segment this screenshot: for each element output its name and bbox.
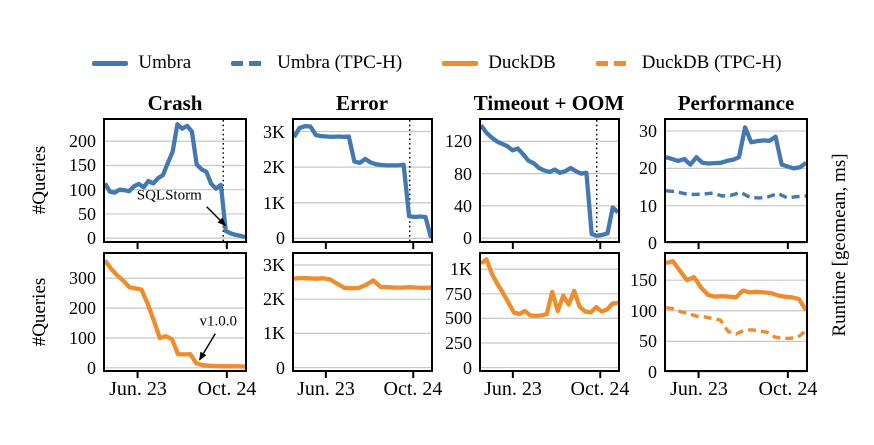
column-title-error: Error xyxy=(335,91,389,115)
plot-duckdb-performance xyxy=(664,252,808,378)
series-line-umbra xyxy=(665,125,808,171)
y-tick-label: 150 xyxy=(69,155,96,176)
y-tick-label: 1K xyxy=(263,323,285,344)
y-axis-label-runtime: Runtime [geomean, ms] xyxy=(829,153,850,337)
y-tick-label: 300 xyxy=(69,268,96,289)
legend-label-umbra: Umbra xyxy=(138,52,192,73)
series-line-umbra xyxy=(103,122,246,240)
y-tick-label: 20 xyxy=(639,158,657,179)
y-axis-umbra-crash: 0 50 100 150 200 xyxy=(53,118,98,248)
y-tick-label: 100 xyxy=(69,327,96,348)
column-title-timeout-oom: Timeout + OOM xyxy=(473,91,625,115)
legend-item-umbra: Umbra xyxy=(92,52,191,74)
legend-line-sample-duckdb-tpch xyxy=(595,60,632,66)
y-tick-label: 250 xyxy=(445,332,472,353)
y-tick-label: 3K xyxy=(263,254,285,275)
plot-umbra-error xyxy=(292,118,434,249)
legend-label-duckdb-tpch: DuckDB (TPC-H) xyxy=(641,52,782,73)
x-tick-label-oct24: Oct. 24 xyxy=(383,378,443,400)
y-tick-label: 30 xyxy=(639,121,657,142)
y-tick-label: 150 xyxy=(630,270,657,291)
series-line-duckdb xyxy=(479,257,619,319)
y-tick-label: 120 xyxy=(445,131,472,152)
plot-duckdb-error xyxy=(292,252,433,378)
y-tick-label: 0 xyxy=(463,357,472,378)
y-axis-duckdb-error: 0 1K 2K 3K xyxy=(242,252,287,378)
y-axis-duckdb-performance: 0 50 100 150 xyxy=(614,252,659,382)
y-axis-umbra-timeout-oom: 0 40 80 120 xyxy=(429,118,474,248)
y-tick-label: 0 xyxy=(87,228,96,249)
y-tick-label: 80 xyxy=(454,163,472,184)
legend-label-umbra-tpch: Umbra (TPC-H) xyxy=(277,52,403,73)
plot-umbra-timeout-oom xyxy=(479,118,620,249)
y-tick-label: 0 xyxy=(276,228,285,249)
plot-umbra-performance xyxy=(664,118,808,249)
y-tick-label: 200 xyxy=(69,298,96,319)
y-tick-label: 750 xyxy=(445,283,472,304)
legend-line-sample-umbra-tpch xyxy=(231,60,268,66)
y-tick-label: 2K xyxy=(263,289,285,310)
legend-item-duckdb-tpch: DuckDB (TPC-H) xyxy=(595,52,782,74)
y-tick-label: 100 xyxy=(69,179,96,200)
y-tick-label: 2K xyxy=(263,157,285,178)
x-tick-label-jun23: Jun. 23 xyxy=(484,378,542,400)
series-line-duckdb-tpc-h xyxy=(665,306,808,341)
legend-line-sample-umbra xyxy=(92,60,129,66)
series-line-umbra xyxy=(479,124,620,238)
y-tick-label: 10 xyxy=(639,195,657,216)
x-tick-label-oct24: Oct. 24 xyxy=(758,378,818,400)
y-tick-label: 1K xyxy=(263,192,285,213)
y-axis-label-queries-top: #Queries xyxy=(29,145,50,215)
x-tick-label-jun23: Jun. 23 xyxy=(109,378,167,400)
y-axis-duckdb-crash: 0 100 200 300 xyxy=(53,252,98,378)
x-tick-label-oct24: Oct. 24 xyxy=(570,378,630,400)
y-tick-label: 100 xyxy=(630,300,657,321)
plot-umbra-crash: SQLStorm xyxy=(103,118,247,249)
x-tick-label-oct24: Oct. 24 xyxy=(197,378,257,400)
y-tick-label: 1K xyxy=(450,259,472,280)
y-tick-label: 0 xyxy=(87,357,96,378)
series-line-duckdb xyxy=(665,259,808,312)
y-tick-label: 0 xyxy=(463,228,472,249)
y-axis-umbra-error: 0 1K 2K 3K xyxy=(242,118,287,249)
y-tick-label: 0 xyxy=(276,357,285,378)
y-tick-label: 0 xyxy=(648,233,657,253)
series-line-umbra xyxy=(292,124,434,239)
y-tick-label: 500 xyxy=(445,308,472,329)
y-axis-umbra-performance: 0 10 20 30 xyxy=(614,118,659,253)
y-axis-label-queries-bottom: #Queries xyxy=(29,277,50,347)
y-tick-label: 0 xyxy=(648,362,657,382)
plot-duckdb-timeout-oom xyxy=(479,252,620,378)
legend-label-duckdb: DuckDB xyxy=(488,52,556,73)
y-tick-label: 50 xyxy=(78,203,96,224)
y-tick-label: 200 xyxy=(69,131,96,152)
column-title-performance: Performance xyxy=(677,91,795,115)
legend-line-sample-duckdb xyxy=(442,60,479,66)
legend: Umbra Umbra (TPC-H) DuckDB DuckDB (TPC-H… xyxy=(0,52,874,74)
plot-duckdb-crash: v1.0.0 xyxy=(103,252,247,378)
legend-item-umbra-tpch: Umbra (TPC-H) xyxy=(231,52,402,74)
y-tick-label: 3K xyxy=(263,121,285,142)
series-line-duckdb xyxy=(103,259,246,369)
series-line-duckdb xyxy=(293,275,432,291)
x-tick-label-jun23: Jun. 23 xyxy=(670,378,728,400)
y-axis-duckdb-timeout-oom: 0 250 500 750 1K xyxy=(429,252,474,377)
y-tick-label: 50 xyxy=(639,331,657,352)
series-line-umbra-tpc-h xyxy=(665,189,807,200)
column-title-crash: Crash xyxy=(147,91,203,115)
y-tick-label: 40 xyxy=(454,195,472,216)
x-tick-label-jun23: Jun. 23 xyxy=(297,378,355,400)
legend-item-duckdb: DuckDB xyxy=(442,52,556,74)
